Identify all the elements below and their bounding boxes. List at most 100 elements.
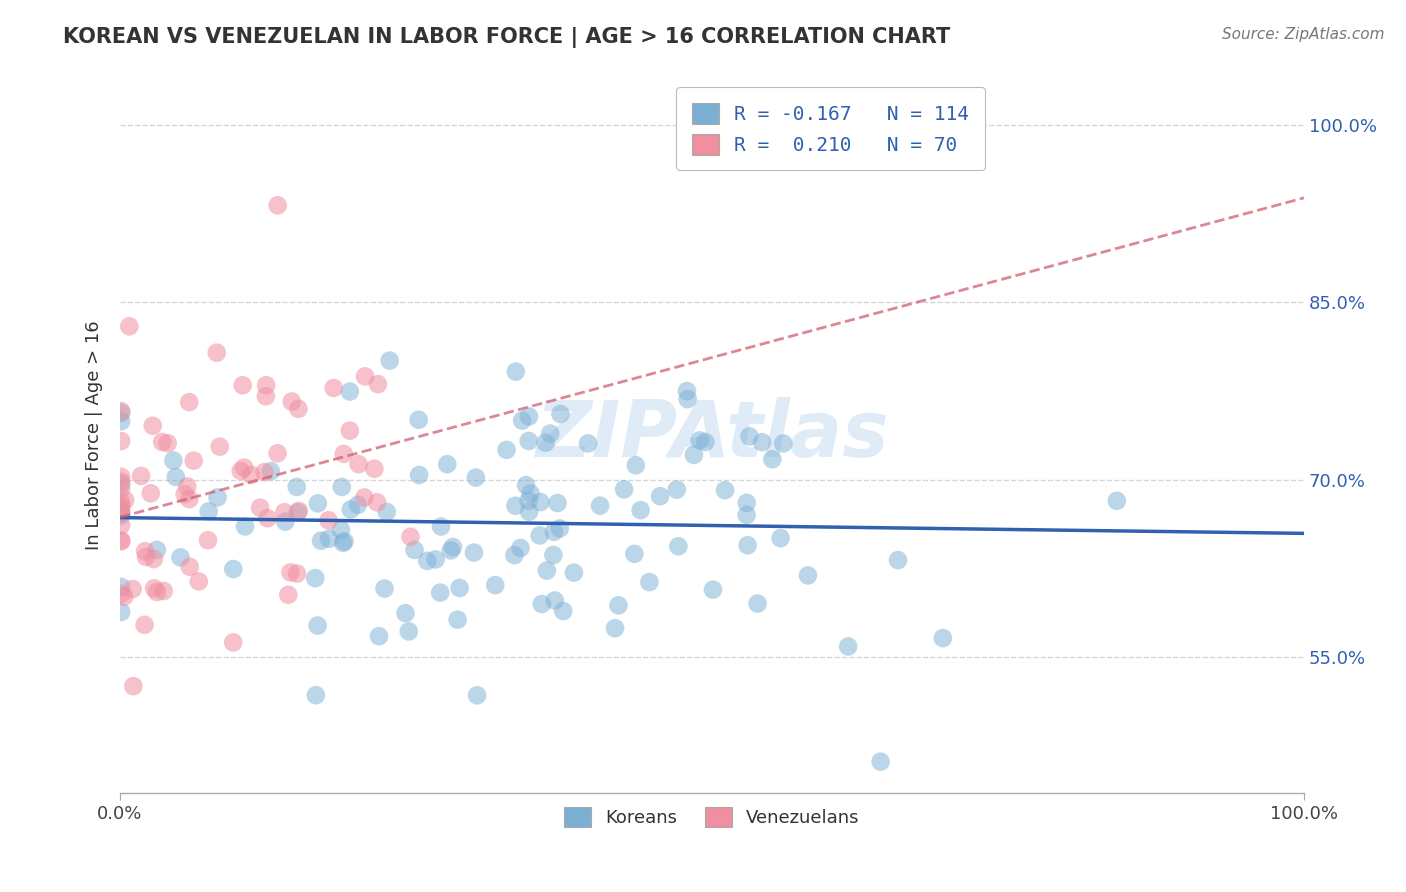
Point [173,487,195,501]
Point [176,479,198,493]
Point [505,365,527,379]
Point [751,435,773,450]
Y-axis label: In Labor Force | Age > 16: In Labor Force | Age > 16 [86,320,103,550]
Point [702,582,724,597]
Point [110,506,132,520]
Point [197,533,219,548]
Point [436,457,458,471]
Point [114,493,136,508]
Point [689,434,711,448]
Point [797,568,820,582]
Point [162,453,184,467]
Point [179,491,201,506]
Point [222,562,245,576]
Point [495,442,517,457]
Point [430,519,453,533]
Point [318,513,340,527]
Point [562,566,585,580]
Text: Source: ZipAtlas.com: Source: ZipAtlas.com [1222,27,1385,42]
Point [309,533,332,548]
Point [110,605,132,619]
Point [517,493,540,508]
Point [322,381,344,395]
Point [761,452,783,467]
Point [624,458,647,473]
Point [503,548,526,562]
Point [197,504,219,518]
Point [429,585,451,599]
Point [110,580,132,594]
Point [1105,493,1128,508]
Point [110,434,132,448]
Point [347,498,370,512]
Point [353,491,375,505]
Point [288,504,311,518]
Point [366,495,388,509]
Point [367,377,389,392]
Point [517,434,540,448]
Point [112,590,135,604]
Point [307,496,329,510]
Point [304,571,326,585]
Point [399,530,422,544]
Point [318,532,340,546]
Point [146,585,169,599]
Point [576,436,599,450]
Point [368,629,391,643]
Point [152,584,174,599]
Point [613,483,636,497]
Point [416,554,439,568]
Point [738,429,761,443]
Point [118,319,141,334]
Point [110,518,132,533]
Text: ZIPAtlas: ZIPAtlas [536,398,889,474]
Point [735,496,758,510]
Point [143,581,166,595]
Point [165,470,187,484]
Point [274,515,297,529]
Point [543,524,565,539]
Point [110,505,132,519]
Point [110,500,132,514]
Point [408,467,430,482]
Point [134,544,156,558]
Point [425,552,447,566]
Point [229,464,252,478]
Point [254,378,277,392]
Point [169,550,191,565]
Point [747,597,769,611]
Point [534,435,557,450]
Point [110,470,132,484]
Point [329,523,352,537]
Point [249,500,271,515]
Point [110,587,132,601]
Point [398,624,420,639]
Point [134,617,156,632]
Point [339,502,361,516]
Point [484,578,506,592]
Point [110,508,132,523]
Point [281,394,304,409]
Point [260,464,283,478]
Point [208,440,231,454]
Point [307,618,329,632]
Point [233,519,256,533]
Point [339,384,361,399]
Point [287,401,309,416]
Point [378,353,401,368]
Point [267,198,290,212]
Point [665,483,688,497]
Point [273,505,295,519]
Point [183,453,205,467]
Point [394,606,416,620]
Point [110,406,132,420]
Point [683,448,706,462]
Point [603,621,626,635]
Point [179,395,201,409]
Point [135,549,157,564]
Point [623,547,645,561]
Point [179,559,201,574]
Point [187,574,209,589]
Point [375,505,398,519]
Point [256,511,278,525]
